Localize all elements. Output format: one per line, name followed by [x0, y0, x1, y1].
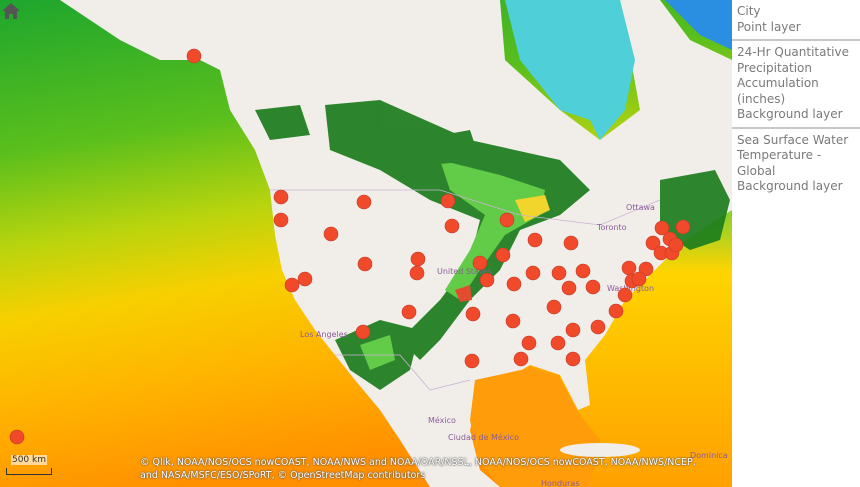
city-point[interactable] [409, 265, 425, 281]
city-point[interactable] [527, 232, 543, 248]
legend-item-sea-surface-temp[interactable]: Sea Surface Water Temperature - Global B… [732, 129, 860, 199]
legend-panel: City Point layer 24-Hr Quantitative Prec… [732, 0, 860, 487]
scale-label: 500 km [10, 455, 48, 465]
city-point[interactable] [563, 235, 579, 251]
legend-title: 24-Hr Quantitative Precipitation Accumul… [737, 45, 850, 106]
city-point[interactable] [479, 272, 495, 288]
legend-subtitle: Point layer [737, 19, 801, 34]
city-point[interactable] [465, 306, 481, 322]
hudson-bay [505, 0, 635, 140]
city-point[interactable] [284, 277, 300, 293]
country-borders [270, 189, 661, 391]
label-los-angeles: Los Angeles [300, 330, 348, 339]
city-point[interactable] [590, 319, 606, 335]
legend-title: Sea Surface Water Temperature - Global [737, 132, 849, 178]
city-point[interactable] [401, 304, 417, 320]
city-point[interactable] [561, 280, 577, 296]
label-ottawa: Ottawa [626, 203, 655, 212]
city-point[interactable] [631, 271, 647, 287]
label-washington: Washington [607, 284, 654, 293]
city-point[interactable] [464, 353, 480, 369]
label-united-states: United States [437, 267, 491, 276]
home-icon[interactable] [0, 0, 22, 22]
city-point[interactable] [575, 263, 591, 279]
city-point[interactable] [440, 193, 456, 209]
legend-item-precipitation[interactable]: 24-Hr Quantitative Precipitation Accumul… [732, 41, 860, 129]
city-point[interactable] [323, 226, 339, 242]
city-point[interactable] [499, 212, 515, 228]
city-point[interactable] [525, 265, 541, 281]
legend-subtitle: Background layer [737, 107, 843, 121]
attribution: © Qlik, NOAA/NOS/OCS nowCOAST, NOAA/NWS … [140, 457, 696, 481]
precipitation-layer [255, 100, 730, 390]
city-point[interactable] [521, 335, 537, 351]
city-point[interactable] [472, 255, 488, 271]
legend-title: City [737, 4, 761, 18]
city-point[interactable] [638, 261, 654, 277]
scale-bar: 500 km [6, 455, 52, 475]
land-north-america [60, 0, 732, 487]
label-mexico-city: Ciudad de México [448, 432, 519, 442]
city-point[interactable] [357, 256, 373, 272]
legend-subtitle: Background layer [737, 179, 843, 193]
map-canvas[interactable]: United States Ottawa Toronto Washington … [0, 0, 732, 487]
city-point[interactable] [506, 276, 522, 292]
arctic-water [665, 0, 732, 50]
city-point[interactable] [585, 279, 601, 295]
city-point[interactable] [551, 265, 567, 281]
city-point[interactable] [645, 235, 661, 251]
city-point-layer[interactable] [9, 48, 691, 445]
city-point[interactable] [505, 313, 521, 329]
city-point[interactable] [273, 212, 289, 228]
city-point[interactable] [495, 247, 511, 263]
city-point[interactable] [565, 351, 581, 367]
city-point[interactable] [617, 287, 633, 303]
city-point[interactable] [668, 237, 684, 253]
city-point[interactable] [356, 194, 372, 210]
label-toronto: Toronto [596, 223, 627, 232]
city-point[interactable] [654, 220, 670, 236]
label-honduras: Honduras [541, 479, 580, 487]
city-point[interactable] [444, 218, 460, 234]
legend-item-city[interactable]: City Point layer [732, 0, 860, 41]
city-point[interactable] [273, 189, 289, 205]
label-mexico: México [428, 415, 456, 425]
city-point[interactable] [513, 351, 529, 367]
city-point[interactable] [297, 271, 313, 287]
city-point[interactable] [675, 219, 691, 235]
city-point[interactable] [608, 303, 624, 319]
map-view[interactable]: United States Ottawa Toronto Washington … [0, 0, 732, 487]
city-point[interactable] [186, 48, 202, 64]
city-point[interactable] [565, 322, 581, 338]
city-point[interactable] [9, 429, 25, 445]
cuba [560, 443, 640, 457]
gulf-of-mexico [470, 368, 600, 487]
city-point[interactable] [621, 260, 637, 276]
label-dominica: Dominica [690, 451, 728, 460]
city-point[interactable] [550, 335, 566, 351]
city-point[interactable] [410, 251, 426, 267]
city-point[interactable] [546, 299, 562, 315]
city-point[interactable] [355, 324, 371, 340]
